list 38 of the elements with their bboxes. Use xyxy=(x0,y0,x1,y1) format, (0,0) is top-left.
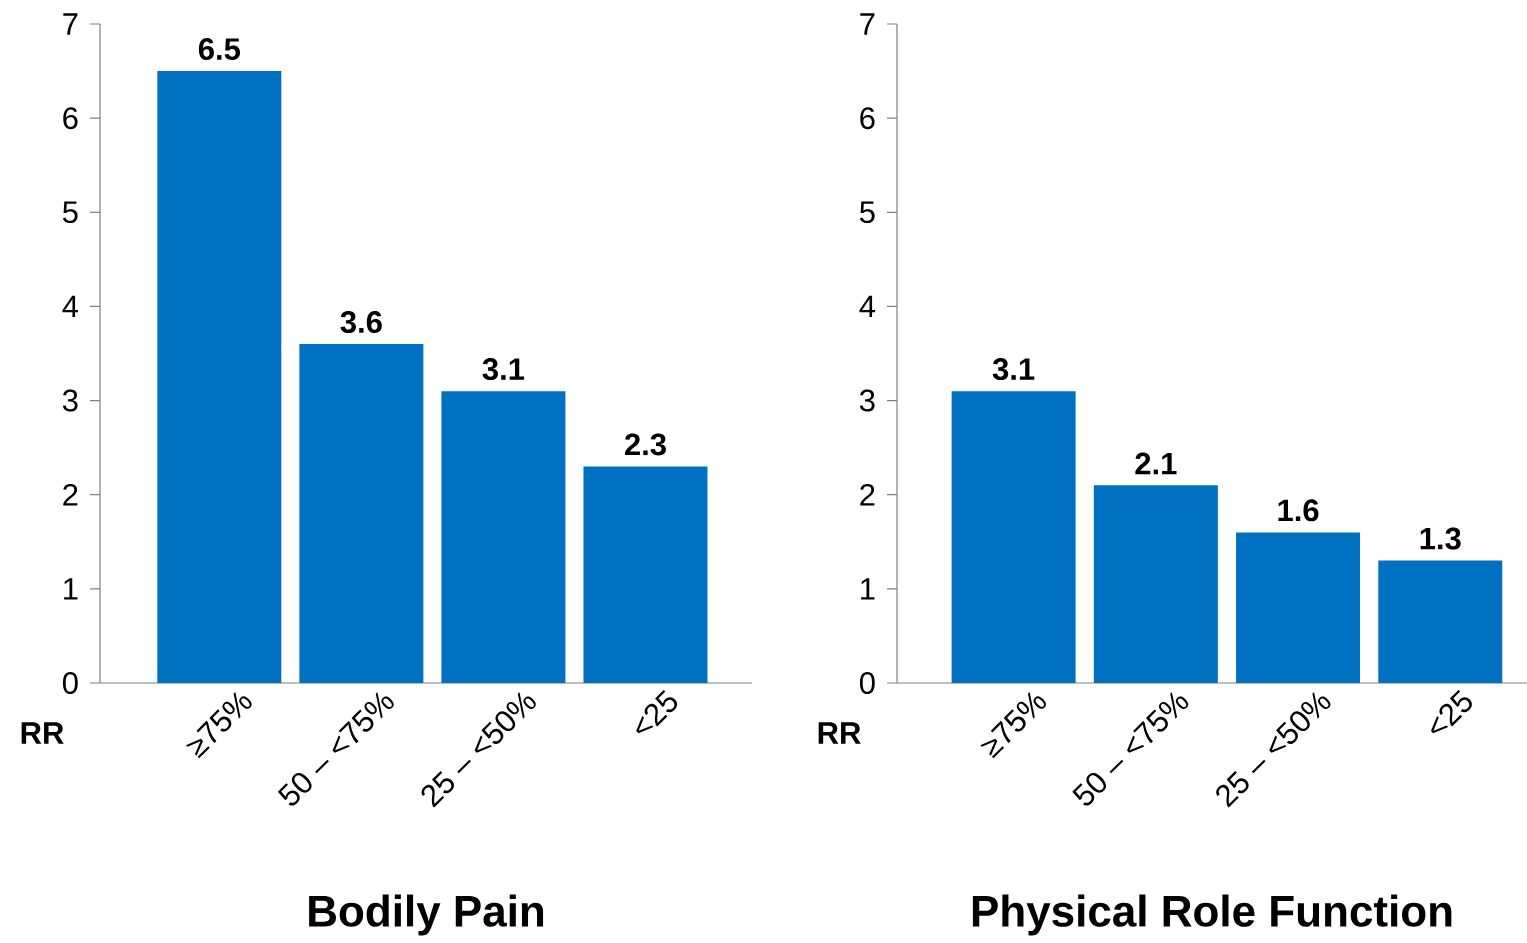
y-tick-label: 2 xyxy=(860,483,875,506)
data-label: 3.6 xyxy=(340,311,382,334)
y-tick-label: 0 xyxy=(859,672,875,694)
y-tick-label: 3 xyxy=(62,389,78,412)
bar xyxy=(583,466,708,683)
x-tick-label: <25 xyxy=(1430,689,1472,734)
bar xyxy=(441,391,566,683)
y-tick-label: 7 xyxy=(63,13,78,35)
x-axis-title: Bodily Pain xyxy=(309,894,544,936)
y-tick-label: 5 xyxy=(62,201,78,224)
bar xyxy=(1378,560,1503,683)
y-tick-label: 0 xyxy=(62,672,78,694)
bar xyxy=(1093,485,1218,683)
y-tick-label: 4 xyxy=(859,295,876,318)
y-axis-title: RR xyxy=(21,722,64,744)
y-tick-label: 2 xyxy=(63,483,78,506)
y-tick-label: 7 xyxy=(860,13,875,35)
data-label: 2.1 xyxy=(1135,452,1177,475)
y-tick-label: 4 xyxy=(62,295,79,318)
y-tick-label: 6 xyxy=(63,107,78,130)
data-label: 6.5 xyxy=(198,38,240,61)
data-label: 1.3 xyxy=(1420,527,1461,550)
data-label: 2.3 xyxy=(624,433,666,456)
y-tick-label: 1 xyxy=(64,578,78,600)
y-tick-label: 1 xyxy=(861,578,875,600)
bar xyxy=(157,71,282,683)
data-label: 3.1 xyxy=(992,358,1035,381)
data-label: 3.1 xyxy=(482,358,525,381)
data-label: 1.6 xyxy=(1278,499,1319,522)
bar xyxy=(1236,532,1361,683)
y-tick-label: 3 xyxy=(859,389,875,412)
x-axis-title: Physical Role Function xyxy=(972,894,1452,936)
y-tick-label: 6 xyxy=(860,107,875,130)
bar xyxy=(299,344,424,683)
y-tick-label: 5 xyxy=(859,201,875,224)
y-axis-title: RR xyxy=(818,722,861,744)
bar xyxy=(951,391,1076,683)
x-tick-label: <25 xyxy=(636,689,678,734)
